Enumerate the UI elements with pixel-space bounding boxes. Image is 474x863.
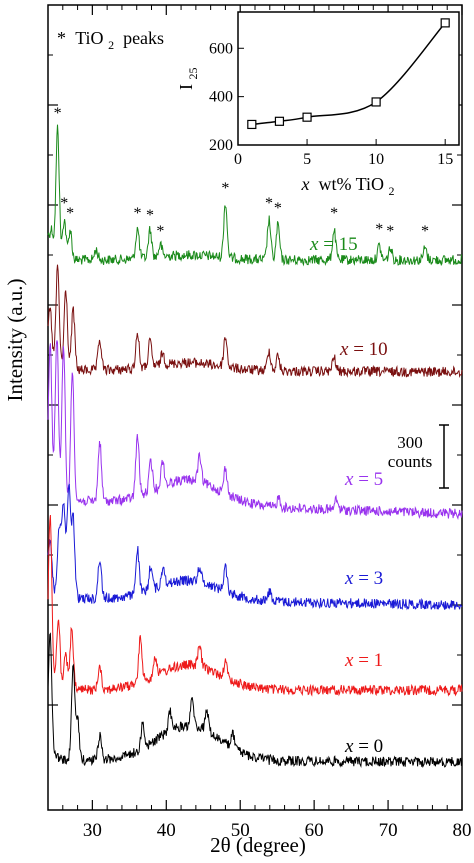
x-tick-label-30: 30 xyxy=(83,820,102,841)
asterisk-marker: * xyxy=(221,180,229,197)
asterisk-markers: *** * **** * ** * * xyxy=(54,105,429,240)
main-y-axis-title: Intensity (a.u.) xyxy=(3,278,27,401)
asterisk-marker: * xyxy=(133,205,141,222)
series-label-prefix: x xyxy=(309,234,319,255)
series-label-x1: x = 1 xyxy=(344,650,383,671)
series-label-x0: x = 0 xyxy=(344,736,383,757)
series-label-x15: x = 15 xyxy=(309,234,358,255)
main-x-axis: 30 40 50 60 70 80 xyxy=(62,5,472,841)
inset-x-axis: 0 5 10 15 xyxy=(234,139,453,168)
inset-data-points xyxy=(247,18,450,130)
asterisk-marker: * xyxy=(330,205,338,222)
series-label-prefix: x xyxy=(344,736,354,757)
inset-x-tick-label-5: 5 xyxy=(303,151,311,168)
asterisk-marker: * xyxy=(386,223,394,240)
tio2-peaks-note-sub: 2 xyxy=(108,38,114,52)
series-line-x0 xyxy=(47,632,463,769)
series-label-prefix: x xyxy=(344,469,354,490)
inset-y-axis-title: I 25 xyxy=(176,68,200,91)
series-label-value: = 0 xyxy=(353,736,383,757)
inset-y-tick-label-400: 400 xyxy=(209,89,233,106)
inset-point-10 xyxy=(371,97,381,107)
asterisk-marker: * xyxy=(146,207,154,224)
scale-bar-unit: counts xyxy=(388,452,432,471)
asterisk-marker: * xyxy=(54,105,62,122)
series-label-prefix: x xyxy=(344,568,354,589)
series-line-x5 xyxy=(47,340,463,520)
inset-x-axis-title: x wt% TiO 2 xyxy=(300,174,394,198)
asterisk-marker: * xyxy=(265,195,273,212)
inset-x-axis-title-text: wt% TiO xyxy=(314,174,384,194)
series-label-value: = 15 xyxy=(318,234,357,255)
inset-x-axis-title-prefix: x xyxy=(300,174,309,194)
inset-plot-frame xyxy=(237,11,460,146)
inset-point-3 xyxy=(274,116,285,126)
inset-y-axis-title-sub: 25 xyxy=(186,68,200,80)
tio2-peaks-note: * TiO 2 peaks xyxy=(57,28,164,53)
series-label-x5: x = 5 xyxy=(344,469,383,490)
main-x-axis-title: 2θ (degree) xyxy=(210,833,306,857)
series-labels: x = 15x = 10x = 5x = 3x = 1x = 0 xyxy=(309,234,388,757)
inset-y-tick-label-600: 600 xyxy=(209,40,233,57)
inset-x-tick-label-15: 15 xyxy=(437,151,453,168)
asterisk-marker: * xyxy=(375,221,383,238)
series-label-prefix: x xyxy=(339,339,349,360)
inset-y-axis: 200 400 600 xyxy=(209,40,244,154)
tio2-peaks-note-star: * xyxy=(57,28,66,48)
inset-x-axis-title-sub: 2 xyxy=(389,184,395,198)
asterisk-marker: * xyxy=(421,223,429,240)
tio2-peaks-note-tail: peaks xyxy=(119,28,164,48)
inset-fit-curve xyxy=(251,22,446,126)
series-label-value: = 10 xyxy=(348,339,387,360)
x-tick-label-60: 60 xyxy=(305,820,324,841)
inset-y-axis-title-main: I xyxy=(176,84,196,90)
inset-y-tick-label-200: 200 xyxy=(209,137,233,154)
x-tick-label-50: 50 xyxy=(231,820,250,841)
inset-point-15 xyxy=(440,18,450,28)
scale-bar: 300 counts xyxy=(388,424,449,489)
series-line-x10 xyxy=(47,264,463,378)
series-label-x3: x = 3 xyxy=(344,568,383,589)
inset-x-tick-label-0: 0 xyxy=(234,151,242,168)
series-label-value: = 1 xyxy=(353,650,383,671)
asterisk-marker: * xyxy=(60,195,68,212)
x-tick-label-80: 80 xyxy=(453,820,472,841)
series-line-x1 xyxy=(47,514,463,697)
series-label-value: = 3 xyxy=(353,568,383,589)
series-line-x15 xyxy=(47,124,463,267)
main-y-axis xyxy=(48,54,462,706)
asterisk-marker: * xyxy=(66,205,74,222)
inset-point-5 xyxy=(302,112,312,122)
inset-point-1 xyxy=(247,119,257,130)
asterisk-marker: * xyxy=(274,200,282,217)
tio2-peaks-note-text: TiO xyxy=(75,28,103,48)
x-tick-label-40: 40 xyxy=(157,820,176,841)
series-label-value: = 5 xyxy=(353,469,383,490)
main-series-group xyxy=(47,124,463,769)
inset-x-tick-label-10: 10 xyxy=(368,151,384,168)
series-label-prefix: x xyxy=(344,650,354,671)
inset-chart: 0 5 10 15 200 400 600 x wt% TiO 2 I 25 xyxy=(176,11,460,198)
series-line-x3 xyxy=(47,483,463,611)
series-label-x10: x = 10 xyxy=(339,339,388,360)
asterisk-marker: * xyxy=(156,223,164,240)
x-tick-label-70: 70 xyxy=(379,820,398,841)
scale-bar-value: 300 xyxy=(397,433,423,452)
